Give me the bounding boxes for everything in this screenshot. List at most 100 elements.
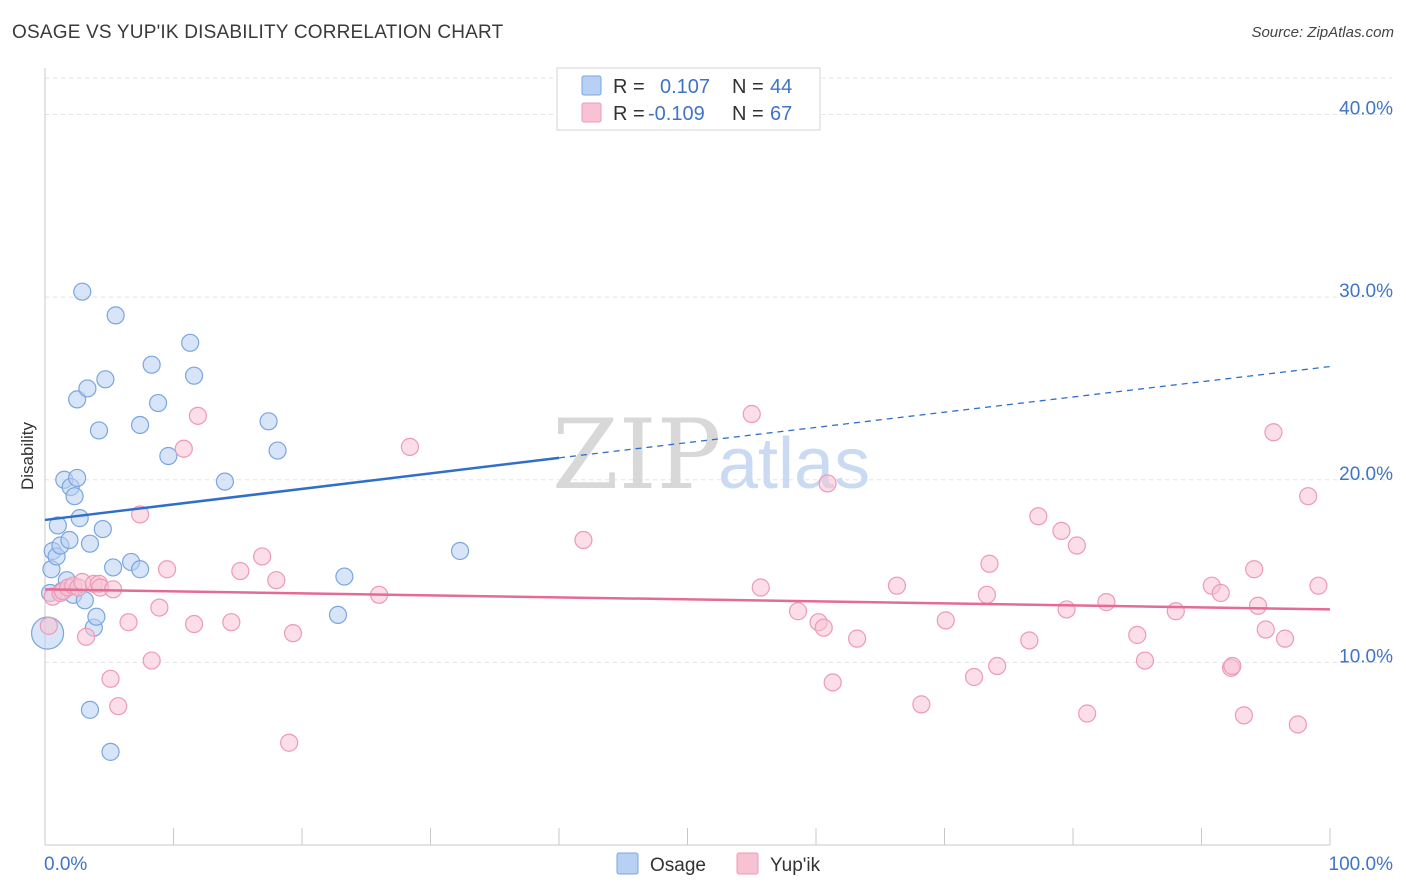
point-osage-33: [142, 355, 161, 374]
point-osage-32: [130, 560, 150, 579]
source-label: Source: ZipAtlas.com: [1251, 24, 1394, 41]
point-osage-17: [73, 282, 92, 301]
point-yupik-46: [988, 656, 1007, 676]
trend-line-osage: [44, 456, 560, 522]
point-yupik-49: [1052, 521, 1071, 540]
point-yupik-31: [574, 530, 593, 550]
point-osage-36: [181, 333, 200, 352]
point-yupik-25: [253, 547, 272, 566]
y-tick-label-30: 30.0%: [1339, 281, 1393, 302]
point-yupik-0: [39, 616, 58, 635]
legend-n-value-yupik: 67: [770, 103, 792, 125]
x-tick-label-min: 0.0%: [44, 854, 87, 875]
point-yupik-40: [887, 576, 907, 595]
point-yupik-47: [1020, 631, 1039, 650]
point-yupik-41: [912, 695, 931, 714]
point-yupik-37: [818, 474, 837, 493]
watermark: ZIP atlas: [552, 399, 870, 511]
trend-line-osage-extension: [558, 365, 1331, 459]
point-yupik-42: [936, 611, 955, 630]
point-osage-27: [101, 742, 120, 761]
point-osage-42: [335, 567, 354, 586]
y-tick-label-20: 20.0%: [1339, 464, 1393, 485]
point-yupik-43: [964, 667, 984, 687]
point-yupik-48: [1029, 507, 1048, 526]
point-osage-13: [65, 487, 84, 506]
point-osage-19: [78, 379, 97, 398]
point-yupik-15: [119, 613, 138, 632]
point-yupik-23: [222, 613, 241, 632]
legend-r-value-osage: 0.107: [660, 76, 710, 98]
point-osage-34: [148, 393, 168, 413]
legend-n-label-osage: N =: [732, 76, 764, 98]
bottom-legend-swatch-osage: [616, 852, 639, 875]
point-yupik-52: [1078, 704, 1097, 723]
point-yupik-32: [742, 404, 761, 424]
point-yupik-58: [1211, 583, 1230, 603]
point-yupik-27: [280, 733, 299, 752]
point-yupik-65: [1264, 423, 1283, 442]
legend-n-label-yupik: N =: [732, 103, 764, 125]
point-osage-26: [96, 370, 115, 389]
point-osage-24: [89, 421, 109, 440]
point-yupik-55: [1135, 651, 1155, 670]
point-yupik-64: [1256, 620, 1275, 639]
point-osage-35: [159, 446, 178, 466]
point-yupik-12: [101, 669, 120, 688]
point-yupik-53: [1097, 593, 1116, 612]
point-yupik-33: [751, 578, 770, 597]
legend-r-label-yupik: R =: [613, 103, 645, 125]
bottom-legend-swatch-yupik: [736, 852, 759, 875]
point-osage-15: [68, 468, 87, 488]
legend-swatch-osage: [581, 75, 602, 96]
point-yupik-63: [1248, 596, 1268, 615]
point-yupik-68: [1299, 487, 1318, 506]
point-yupik-45: [980, 554, 999, 573]
point-osage-40: [268, 441, 287, 460]
bottom-legend-label-osage: Osage: [650, 855, 706, 876]
bottom-legend: Osage Yup'ik: [616, 852, 821, 876]
point-yupik-51: [1067, 536, 1086, 555]
point-osage-28: [104, 558, 123, 577]
axes: 10.0% 20.0% 30.0% 40.0% 0.0% 100.0%: [44, 68, 1393, 875]
point-osage-10: [60, 530, 79, 550]
trend-lines: [44, 365, 1331, 611]
watermark-atlas: atlas: [718, 424, 870, 504]
point-osage-20: [80, 534, 100, 553]
point-osage-23: [87, 607, 106, 626]
point-yupik-8: [77, 627, 96, 646]
point-yupik-60: [1223, 656, 1242, 676]
point-yupik-14: [109, 697, 128, 716]
point-yupik-17: [142, 651, 161, 670]
point-yupik-34: [788, 602, 808, 621]
point-osage-37: [184, 366, 204, 385]
point-osage-25: [93, 519, 112, 539]
watermark-zip: ZIP: [552, 399, 721, 511]
point-yupik-69: [1309, 576, 1328, 595]
point-osage-38: [215, 472, 234, 491]
trend-line-yupik: [44, 588, 1331, 611]
point-yupik-19: [157, 560, 177, 579]
point-osage-41: [328, 605, 348, 625]
y-axis-label: Disability: [18, 421, 37, 490]
point-yupik-67: [1288, 715, 1307, 734]
point-yupik-62: [1245, 560, 1264, 579]
scatter-points: [30, 282, 1328, 761]
x-tick-label-max: 100.0%: [1329, 854, 1394, 875]
legend-n-value-osage: 44: [770, 76, 792, 98]
legend-swatch-yupik: [581, 102, 602, 123]
point-yupik-22: [188, 406, 208, 425]
point-yupik-20: [174, 439, 193, 458]
point-yupik-30: [400, 437, 420, 456]
point-yupik-50: [1057, 600, 1076, 619]
point-osage-31: [130, 415, 150, 435]
point-yupik-26: [267, 571, 286, 590]
point-yupik-38: [823, 673, 842, 692]
y-tick-label-10: 10.0%: [1339, 646, 1393, 667]
point-osage-16: [70, 509, 89, 528]
point-yupik-24: [231, 561, 250, 581]
bottom-legend-label-yupik: Yup'ik: [770, 855, 821, 876]
legend-r-label-osage: R =: [613, 76, 645, 98]
point-yupik-66: [1275, 629, 1295, 648]
